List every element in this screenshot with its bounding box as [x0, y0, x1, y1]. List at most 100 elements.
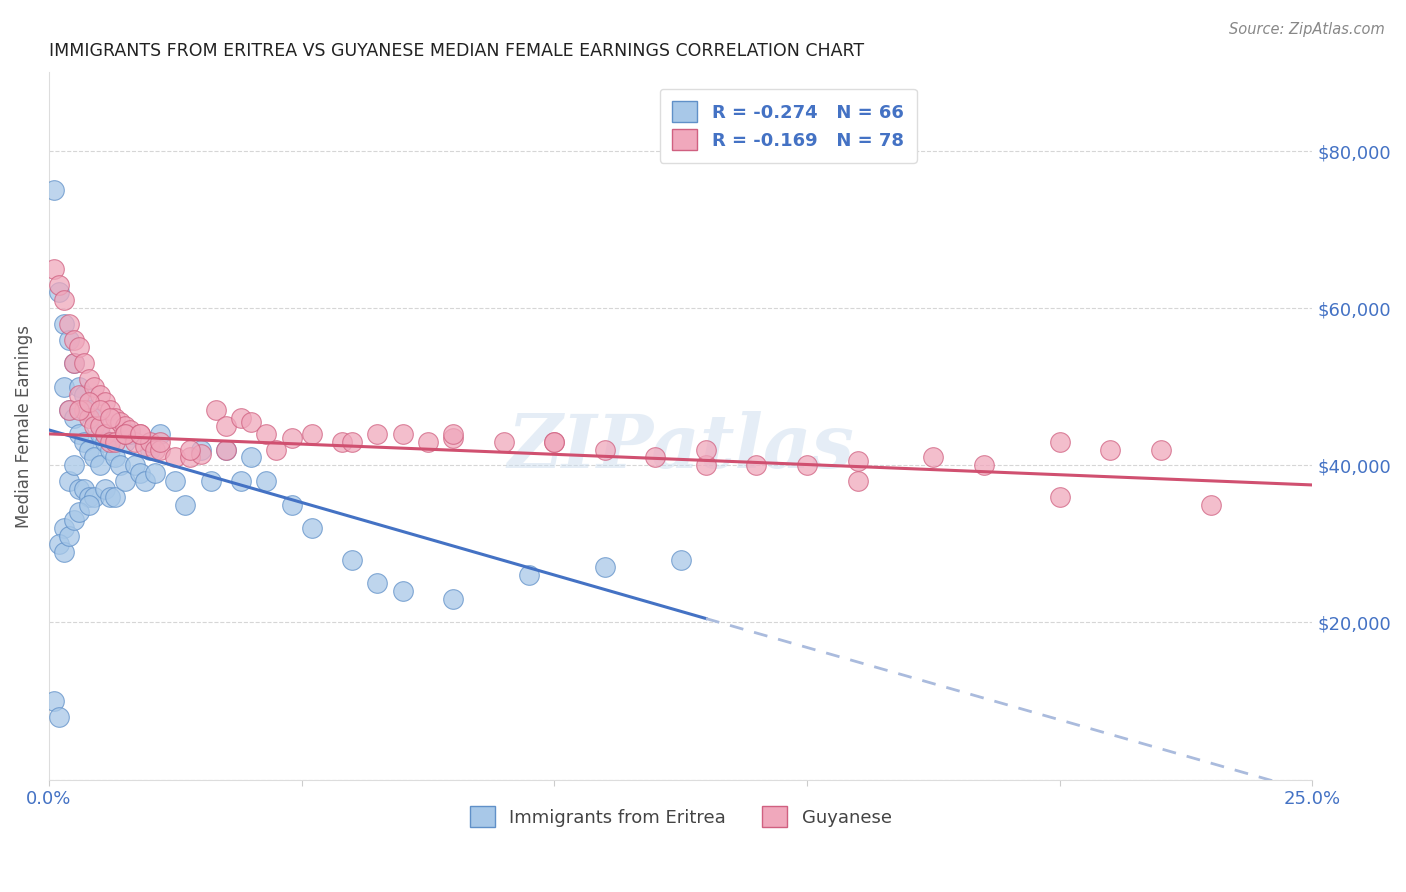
Point — [366, 576, 388, 591]
Point — [179, 450, 201, 465]
Point — [48, 285, 70, 300]
Point — [89, 419, 111, 434]
Point — [139, 442, 162, 457]
Point — [79, 498, 101, 512]
Point — [108, 415, 131, 429]
Point — [165, 474, 187, 488]
Point — [240, 415, 263, 429]
Point — [63, 356, 86, 370]
Point — [67, 426, 90, 441]
Point — [124, 458, 146, 473]
Point — [104, 411, 127, 425]
Point — [492, 434, 515, 449]
Point — [42, 261, 65, 276]
Point — [89, 403, 111, 417]
Point — [165, 450, 187, 465]
Point — [441, 431, 464, 445]
Point — [104, 490, 127, 504]
Point — [53, 317, 76, 331]
Point — [229, 474, 252, 488]
Point — [42, 183, 65, 197]
Point — [229, 411, 252, 425]
Point — [190, 446, 212, 460]
Point — [53, 293, 76, 308]
Point — [1049, 434, 1071, 449]
Point — [42, 694, 65, 708]
Point — [391, 584, 413, 599]
Point — [441, 426, 464, 441]
Point — [745, 458, 768, 473]
Point — [79, 372, 101, 386]
Point — [416, 434, 439, 449]
Point — [149, 434, 172, 449]
Point — [215, 419, 238, 434]
Point — [301, 521, 323, 535]
Point — [67, 482, 90, 496]
Point — [190, 442, 212, 457]
Point — [108, 458, 131, 473]
Point — [129, 466, 152, 480]
Point — [280, 498, 302, 512]
Point — [254, 474, 277, 488]
Point — [83, 411, 105, 425]
Point — [149, 442, 172, 457]
Point — [93, 395, 115, 409]
Point — [695, 442, 717, 457]
Point — [254, 426, 277, 441]
Point — [301, 426, 323, 441]
Point — [695, 458, 717, 473]
Point — [73, 403, 96, 417]
Point — [366, 426, 388, 441]
Point — [79, 395, 101, 409]
Point — [846, 474, 869, 488]
Point — [149, 426, 172, 441]
Point — [98, 403, 121, 417]
Point — [58, 317, 80, 331]
Point — [67, 505, 90, 519]
Point — [143, 466, 166, 480]
Point — [98, 411, 121, 425]
Point — [48, 537, 70, 551]
Point — [73, 356, 96, 370]
Point — [139, 434, 162, 449]
Point — [83, 490, 105, 504]
Point — [124, 434, 146, 449]
Point — [67, 403, 90, 417]
Point — [63, 356, 86, 370]
Point — [114, 426, 136, 441]
Point — [1049, 490, 1071, 504]
Point — [129, 426, 152, 441]
Point — [58, 333, 80, 347]
Point — [98, 442, 121, 457]
Point — [48, 277, 70, 292]
Point — [89, 458, 111, 473]
Point — [669, 552, 692, 566]
Point — [280, 431, 302, 445]
Point — [1201, 498, 1223, 512]
Point — [53, 545, 76, 559]
Text: Source: ZipAtlas.com: Source: ZipAtlas.com — [1229, 22, 1385, 37]
Point — [340, 434, 363, 449]
Point — [58, 474, 80, 488]
Point — [67, 341, 90, 355]
Point — [53, 521, 76, 535]
Point — [73, 387, 96, 401]
Point — [204, 403, 226, 417]
Point — [174, 498, 197, 512]
Point — [543, 434, 565, 449]
Point — [846, 454, 869, 468]
Point — [83, 419, 105, 434]
Point — [58, 529, 80, 543]
Point — [53, 380, 76, 394]
Point — [114, 419, 136, 434]
Point — [93, 482, 115, 496]
Point — [93, 434, 115, 449]
Point — [73, 482, 96, 496]
Point — [118, 426, 141, 441]
Point — [58, 403, 80, 417]
Point — [441, 591, 464, 606]
Point — [79, 442, 101, 457]
Point — [215, 442, 238, 457]
Point — [922, 450, 945, 465]
Legend: Immigrants from Eritrea, Guyanese: Immigrants from Eritrea, Guyanese — [463, 799, 898, 834]
